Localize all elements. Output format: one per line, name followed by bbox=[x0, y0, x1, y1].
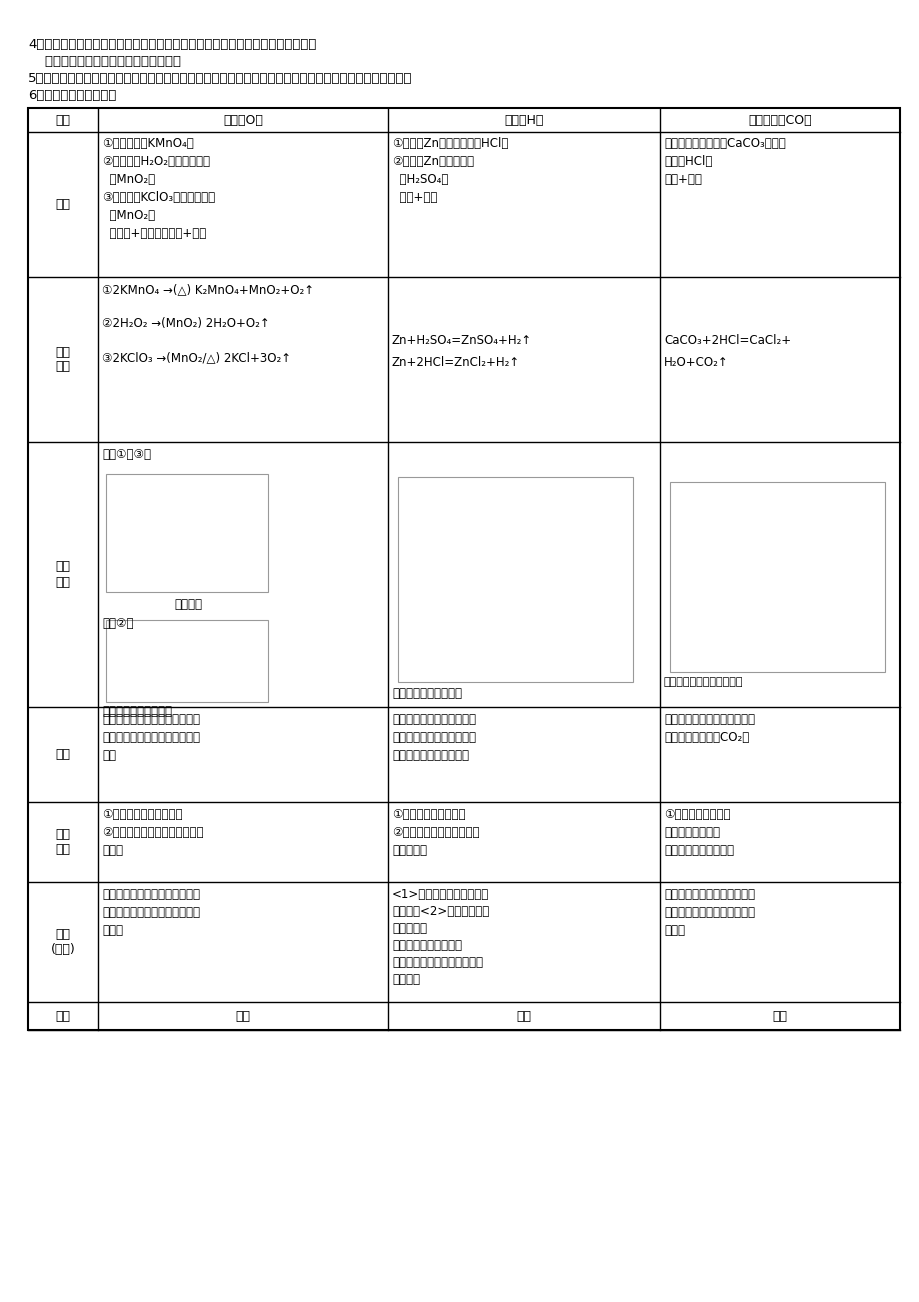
Text: 气体: 气体 bbox=[55, 113, 71, 126]
Bar bbox=[106, 620, 267, 702]
Text: <1>用拇指堵住集满氢气的
试管口；<2>靠近火焰，移
开拇指点火
若「噗」的一声，氢气
已纯；若有尖锐的爆鸣声，则
氢气不纯: <1>用拇指堵住集满氢气的 试管口；<2>靠近火焰，移 开拇指点火 若「噗」的一… bbox=[391, 888, 489, 986]
Text: 制法②：: 制法②： bbox=[102, 617, 133, 630]
Text: 二氧化碗（CO）: 二氧化碗（CO） bbox=[747, 113, 811, 126]
Text: 点燃木条，伸入瓶内，木条
上的火焰熄灭，瓶口火焰呈
淡蓝色，则该气体是氢气: 点燃木条，伸入瓶内，木条 上的火焰熄灭，瓶口火焰呈 淡蓝色，则该气体是氢气 bbox=[391, 713, 475, 762]
Text: 6、氧气的实验室制法：: 6、氧气的实验室制法： bbox=[28, 89, 116, 102]
Text: 制法①、③：: 制法①、③： bbox=[102, 448, 151, 461]
Text: 验满
(验纯): 验满 (验纯) bbox=[51, 928, 75, 956]
Text: 检验: 检验 bbox=[55, 749, 71, 760]
Text: 制取氧气: 制取氧气 bbox=[174, 598, 202, 611]
Text: 通入澄清的石灰水，看是否变
浑浊，若浑浊则是CO₂。: 通入澄清的石灰水，看是否变 浑浊，若浑浊则是CO₂。 bbox=[664, 713, 754, 743]
Text: 石灰石（大理石）（CaCO₃）和稀
盐酸（HCl）
［固+液］: 石灰石（大理石）（CaCO₃）和稀 盐酸（HCl） ［固+液］ bbox=[664, 137, 785, 186]
Bar bbox=[669, 482, 884, 672]
Text: 氧气（O）: 氧气（O） bbox=[222, 113, 263, 126]
Text: 实验室制取二氧化碳的装置: 实验室制取二氧化碳的装置 bbox=[664, 677, 743, 687]
Text: 自然界氧气的获得：植物的光合作用。: 自然界氧气的获得：植物的光合作用。 bbox=[28, 55, 181, 68]
Text: 倒放: 倒放 bbox=[516, 1009, 531, 1022]
Text: 仪器
装置: 仪器 装置 bbox=[55, 560, 71, 589]
Text: ①高锰酸钾（KMnO₄）
②双氧水（H₂O₂）和二氧化锰
  （MnO₂）
③氯酸钾（KClO₃）和二氧化锰
  （MnO₂）
  ［固（+固）］或［固+液］: ①高锰酸钾（KMnO₄） ②双氧水（H₂O₂）和二氧化锰 （MnO₂） ③氯酸钾… bbox=[102, 137, 215, 240]
Text: 用带火星的木条，平放在集气瓶
口，若木条复燃，氧气已满，否
则没满: 用带火星的木条，平放在集气瓶 口，若木条复燃，氧气已满，否 则没满 bbox=[102, 888, 199, 937]
Text: 收集
方法: 收集 方法 bbox=[55, 828, 71, 855]
Text: 用带火星的木条，伸进集气瓶，
若木条复燃，是氧气；否则不是
氧气: 用带火星的木条，伸进集气瓶， 若木条复燃，是氧气；否则不是 氧气 bbox=[102, 713, 199, 762]
Text: ①2KMnO₄ →(△) K₂MnO₄+MnO₂+O₂↑

②2H₂O₂ →(MnO₂) 2H₂O+O₂↑

③2KClO₃ →(MnO₂/△) 2KCl+3O: ①2KMnO₄ →(△) K₂MnO₄+MnO₂+O₂↑ ②2H₂O₂ →(Mn… bbox=[102, 283, 313, 365]
Text: ①排水法（不易溶于水）
②瓶口向上排空气法（密度比空
气大）: ①排水法（不易溶于水） ②瓶口向上排空气法（密度比空 气大） bbox=[102, 809, 203, 857]
Bar bbox=[398, 477, 632, 682]
Bar bbox=[106, 474, 267, 592]
Text: ①排水法（难溶于水）
②瓶口向下排空气法（密度
比空气小）: ①排水法（难溶于水） ②瓶口向下排空气法（密度 比空气小） bbox=[391, 809, 479, 857]
Text: 放置: 放置 bbox=[55, 1009, 71, 1022]
Text: 实验室制取氧气的装置: 实验室制取氧气的装置 bbox=[102, 704, 172, 717]
Text: 4、工业氧气的制法：分离液态氧气（根据氧气和氮气的沸点不同），物理变化。: 4、工业氧气的制法：分离液态氧气（根据氧气和氮气的沸点不同），物理变化。 bbox=[28, 38, 316, 51]
Text: 正放: 正放 bbox=[772, 1009, 787, 1022]
Text: 反应
原理: 反应 原理 bbox=[55, 345, 71, 374]
Text: CaCO₃+2HCl=CaCl₂+
H₂O+CO₂↑: CaCO₃+2HCl=CaCl₂+ H₂O+CO₂↑ bbox=[664, 335, 790, 368]
Text: 药品: 药品 bbox=[55, 198, 71, 211]
Text: ①锌粒（Zn）和稀盐酸（HCl）
②锌粒（Zn）和稀硫酸
  （H₂SO₄）
  ［固+液］: ①锌粒（Zn）和稀盐酸（HCl） ②锌粒（Zn）和稀硫酸 （H₂SO₄） ［固+… bbox=[391, 137, 508, 204]
Text: 氢气（H）: 氢气（H） bbox=[504, 113, 543, 126]
Text: 用燃着的木条，平放在集气瓶
口，若火焰熄灭，则已满；否
则没满: 用燃着的木条，平放在集气瓶 口，若火焰熄灭，则已满；否 则没满 bbox=[664, 888, 754, 937]
Text: 正放: 正放 bbox=[235, 1009, 250, 1022]
Bar bbox=[28, 108, 899, 1030]
Text: 5、催化剂：在化学反应中改变反应速率，但本身的化学性质和质量在化学反应前后都没有发生变化的物质。: 5、催化剂：在化学反应中改变反应速率，但本身的化学性质和质量在化学反应前后都没有… bbox=[28, 72, 412, 85]
Text: ①瓶口向上排空气法
（密度比空气大）
（不能用排水法收集）: ①瓶口向上排空气法 （密度比空气大） （不能用排水法收集） bbox=[664, 809, 733, 857]
Text: Zn+H₂SO₄=ZnSO₄+H₂↑
Zn+2HCl=ZnCl₂+H₂↑: Zn+H₂SO₄=ZnSO₄+H₂↑ Zn+2HCl=ZnCl₂+H₂↑ bbox=[391, 335, 532, 368]
Text: 实验室制取氢气的装置: 实验室制取氢气的装置 bbox=[391, 687, 461, 700]
